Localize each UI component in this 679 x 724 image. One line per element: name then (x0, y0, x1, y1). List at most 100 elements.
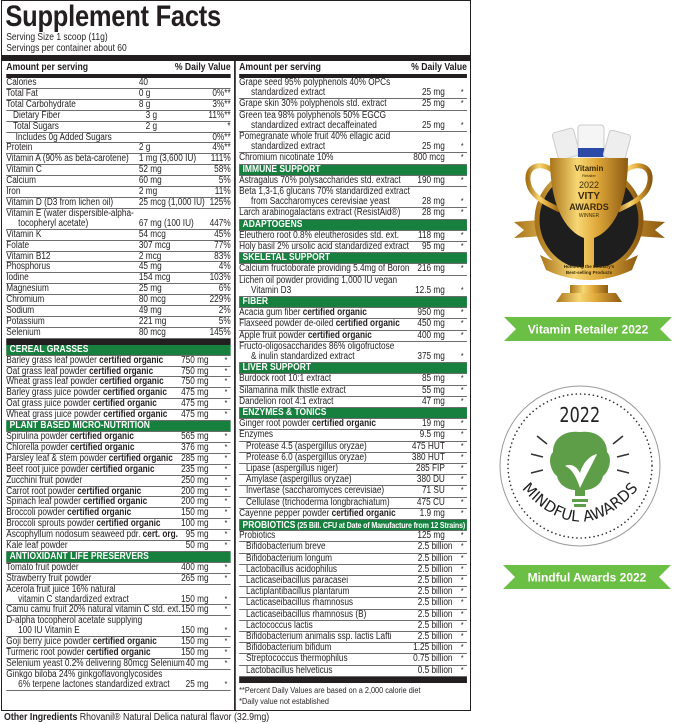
daily-value: * (460, 419, 464, 429)
nutrient-row: Potassium 221 mg 5% (6, 317, 231, 328)
probiotic-strain-row: Bifidobacterium longum 2.5 billion * (239, 553, 467, 565)
name-text: Iodine (6, 273, 29, 284)
ingredient-row: Broccoli sprouts powder certified organi… (6, 519, 231, 531)
name-text: Vitamin D (D3 from lichen oil) (6, 197, 114, 208)
amount: 375 mg (417, 351, 445, 363)
name-text: Beet root juice powder (6, 464, 91, 475)
nutrient-row: Vitamin E (water dispersible-alpha-tocop… (6, 209, 231, 230)
amount: 150 mg (181, 636, 209, 648)
probiotic-strain-row: Bifidobacterium breve 2.5 billion * (239, 542, 467, 554)
name-continuation: from Saccharomyces cerevisiae yeast (251, 196, 390, 208)
daily-value: * (460, 88, 464, 98)
name-line: Sodium (6, 306, 34, 316)
daily-value: * (224, 475, 228, 485)
ingredient-row: Protease 4.5 (aspergillus oryzae) 475 HUT… (239, 441, 467, 453)
name-line: Cellulase (trichoderma longbrachiatum) (246, 498, 390, 508)
daily-value: * (460, 197, 464, 207)
name-line: Kale leaf powder (6, 541, 67, 551)
ingredient-name: Selenium yeast 0.2% delivering 80mcg Sel… (6, 659, 185, 669)
ingredient-name: Total Fat (6, 89, 139, 99)
daily-value: 145% (209, 326, 231, 338)
name-text: Lacticaseibacillus rhamnosus (245, 598, 354, 609)
section-header: PLANT BASED MICRO-NUTRITION (6, 421, 231, 432)
name-text: Bifidobacterium breve (245, 542, 326, 553)
amount: 25 mg (421, 87, 445, 99)
amount: 285 FIP (416, 463, 445, 475)
nutrient-row: Sodium 49 mg 2% (6, 306, 231, 317)
name-text: Lichen oil powder providing 1,000 IU veg… (239, 275, 398, 286)
name-text: Wheat grass juice powder (6, 410, 104, 421)
ingredient-name: Invertase (saccharomyces cerevisiae) (239, 486, 422, 496)
daily-value: * (460, 352, 464, 362)
ingredient-row: Spinach leaf powder certified organic 200… (6, 497, 231, 509)
name-line: Iodine (6, 273, 28, 283)
amount: 80 mcg (138, 326, 166, 338)
amount: 45 mg (138, 261, 162, 273)
section-subtitle: (25 Bill. CFU at Date of Manufacture fro… (295, 520, 466, 531)
amount: 0 g (138, 87, 151, 99)
ingredient-name: Spirulina powder certified organic (6, 432, 181, 442)
nutrient-row: Selenium 80 mcg 145% (6, 326, 231, 339)
name-line: Lichen oil powder providing 1,000 IU veg… (239, 276, 397, 286)
name-text: Vitamin B12 (6, 251, 51, 262)
name-text: Pomegranate whole fruit 40% ellagic acid (239, 132, 391, 143)
daily-value: 58% (214, 164, 231, 176)
vity-logo-best-selling: Best-selling Products (566, 270, 613, 275)
certified-organic-label: certified organic (102, 388, 167, 399)
daily-value: 11%** (208, 109, 231, 121)
ingredient-row: Grape skin 30% polyphenols std. extract 2… (239, 99, 467, 111)
panel-title: Supplement Facts (5, 0, 221, 33)
ingredient-row: Goji berry juice powder certified organi… (6, 636, 231, 649)
nutrient-row: Calories 40 (6, 78, 231, 89)
amount: 12.5 mg (415, 284, 445, 296)
amount: 1 mg (3,600 IU) (138, 153, 197, 165)
daily-value: * (460, 175, 464, 185)
ingredient-row: Kale leaf powder 50 mg * (6, 541, 231, 552)
section-header: SKELETAL SUPPORT (239, 253, 467, 265)
amount: 216 mg (417, 263, 445, 275)
nutrient-row: Vitamin B12 2 mcg 83% (6, 251, 231, 263)
amount: 150 mg (181, 507, 209, 519)
ingredient-row: Green tea 98% polyphenols 50% EGCG standa… (239, 111, 467, 133)
ingredient-row: Enzymes 9.5 mg * (239, 430, 467, 442)
name-line: Total Carbohydrate (6, 100, 76, 110)
name-line: Dandelion root 4:1 extract (239, 397, 333, 407)
section-header: PROBIOTICS (25 Bill. CFU at Date of Manu… (239, 520, 467, 532)
amount: 28 mg (421, 196, 445, 208)
ingredient-name: Apple fruit powder certified organic (239, 331, 417, 341)
ingredient-name: Pomegranate whole fruit 40% ellagic acid… (239, 132, 422, 152)
name-line: Broccoli sprouts powder certified organi… (6, 519, 160, 529)
daily-value: 229% (209, 294, 231, 306)
daily-value-header: % Daily Value (411, 62, 467, 73)
other-ingredients: Other Ingredients Rhovanil® Natural Deli… (4, 712, 269, 724)
ingredient-name: Parsley leaf & stem powder certified org… (6, 454, 181, 464)
amount: 475 CU (416, 496, 445, 508)
name-text: Oat grass leaf powder (6, 366, 90, 377)
ingredient-name: Wheat grass juice powder certified organ… (6, 410, 181, 420)
ingredient-name: Broccoli sprouts powder certified organi… (6, 519, 181, 529)
name-line: Lipase (aspergillus niger) (246, 464, 338, 474)
vity-logo-honoring: Honoring the Industry's (564, 264, 615, 269)
ingredient-name: Lactiplantibacillus plantarum (239, 587, 418, 597)
ingredient-name: Astragalus 70% polysaccharides std. extr… (239, 176, 417, 186)
amount: 54 mcg (138, 228, 166, 240)
ingredient-row: Turmeric root powder certified organic 15… (6, 648, 231, 659)
trophy-icon (514, 158, 665, 302)
amount: 400 mg (417, 329, 445, 341)
name-line: Vitamin D (D3 from lichen oil) (6, 198, 113, 208)
name-line: Beta 1,3-1,6 glucans 70% standardized ex… (239, 187, 410, 197)
daily-value: * (224, 442, 228, 452)
name-line: Probiotics (239, 531, 275, 541)
ingredient-name: Chlorella powder certified organic (6, 443, 181, 453)
name-text: Invertase (saccharomyces cerevisiae) (245, 486, 385, 497)
ingredient-name: Lichen oil powder providing 1,000 IU veg… (239, 276, 415, 296)
nutrient-row: Calcium 60 mg 5% (6, 176, 231, 188)
name-text: Lacticaseibacillus paracasei (245, 576, 349, 587)
probiotic-strain-row: Lacticaseibacillus rhamnosus (B) 2.5 bill… (239, 609, 467, 621)
nutrient-row: Total Carbohydrate 8 g 3%** (6, 99, 231, 111)
name-text: Barley grass juice powder (6, 388, 103, 399)
amount: 25 mg (185, 678, 209, 690)
daily-value: * (460, 230, 464, 240)
daily-value: * (224, 637, 228, 647)
name-text: Enzymes (239, 430, 274, 441)
